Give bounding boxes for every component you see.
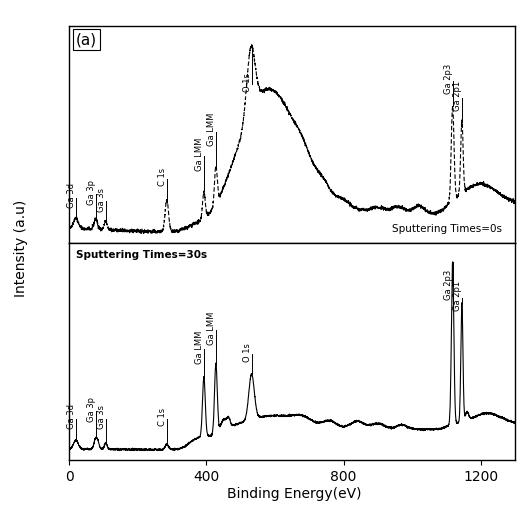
Text: Ga 3s: Ga 3s xyxy=(97,405,106,429)
Text: C 1s: C 1s xyxy=(158,168,167,186)
Text: Ga LMM: Ga LMM xyxy=(195,138,204,171)
Text: Sputtering Times=30s: Sputtering Times=30s xyxy=(76,250,207,260)
Text: Ga LMM: Ga LMM xyxy=(207,311,216,345)
Text: Ga 3d: Ga 3d xyxy=(67,404,76,429)
Text: O 1s: O 1s xyxy=(243,73,252,92)
Text: Ga LMM: Ga LMM xyxy=(195,330,204,363)
Text: Ga 2p1: Ga 2p1 xyxy=(453,281,462,311)
Text: O 1s: O 1s xyxy=(243,343,252,362)
Text: Ga 2p3: Ga 2p3 xyxy=(443,269,452,300)
Text: Ga 3p: Ga 3p xyxy=(87,179,96,205)
Text: Intensity (a.u): Intensity (a.u) xyxy=(14,200,28,297)
Text: (a): (a) xyxy=(76,33,97,48)
Text: Ga 2p1: Ga 2p1 xyxy=(453,81,462,111)
Text: Sputtering Times=0s: Sputtering Times=0s xyxy=(392,224,502,234)
Text: Ga 2p3: Ga 2p3 xyxy=(443,64,452,94)
Text: Ga 3p: Ga 3p xyxy=(87,397,96,422)
Text: Ga 3d: Ga 3d xyxy=(67,184,76,208)
Text: Ga 3s: Ga 3s xyxy=(97,188,106,211)
Text: C 1s: C 1s xyxy=(158,407,167,426)
Text: Ga LMM: Ga LMM xyxy=(207,113,216,146)
Text: Binding Energy(eV): Binding Energy(eV) xyxy=(227,488,362,501)
